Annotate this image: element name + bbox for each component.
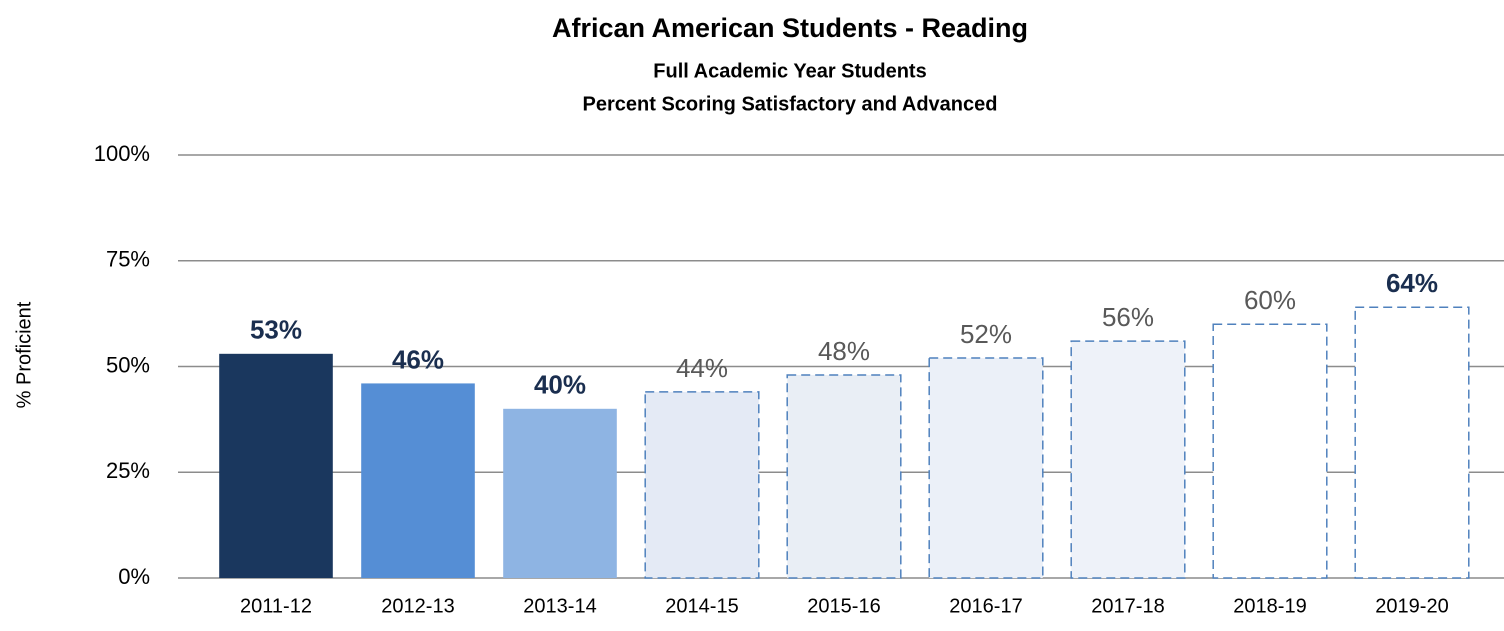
x-tick-label: 2011-12	[240, 595, 312, 617]
bar	[219, 353, 333, 578]
bar	[928, 357, 1044, 579]
y-tick-label: 75%	[106, 247, 150, 272]
value-label: 52%	[960, 319, 1012, 349]
x-tick-label: 2015-16	[807, 595, 880, 617]
value-label: 60%	[1244, 285, 1296, 315]
bar	[786, 374, 902, 579]
x-tick-label: 2013-14	[523, 595, 596, 617]
chart-subtitle: Full Academic Year Students	[653, 60, 926, 82]
bar	[644, 391, 760, 579]
x-tick-label: 2014-15	[665, 595, 738, 617]
chart-title: African American Students - Reading	[552, 13, 1028, 43]
bar	[1212, 323, 1328, 579]
x-tick-label: 2018-19	[1233, 595, 1306, 617]
y-tick-label: 0%	[118, 564, 150, 589]
y-tick-label: 100%	[94, 141, 150, 166]
value-label: 48%	[818, 336, 870, 366]
bar	[1354, 306, 1470, 579]
value-label: 46%	[392, 344, 444, 374]
bar	[503, 408, 617, 578]
bar	[1070, 340, 1186, 579]
bar	[361, 383, 475, 578]
y-tick-label: 50%	[106, 352, 150, 377]
value-label: 53%	[250, 315, 302, 345]
y-axis-label: % Proficient	[13, 301, 35, 408]
x-tick-label: 2012-13	[381, 595, 454, 617]
x-tick-label: 2017-18	[1091, 595, 1164, 617]
value-label: 64%	[1386, 268, 1438, 298]
value-label: 44%	[676, 353, 728, 383]
y-tick-label: 25%	[106, 458, 150, 483]
chart-subtitle: Percent Scoring Satisfactory and Advance…	[583, 93, 998, 115]
value-label: 40%	[534, 370, 586, 400]
x-tick-label: 2019-20	[1375, 595, 1448, 617]
value-label: 56%	[1102, 302, 1154, 332]
x-tick-label: 2016-17	[949, 595, 1022, 617]
